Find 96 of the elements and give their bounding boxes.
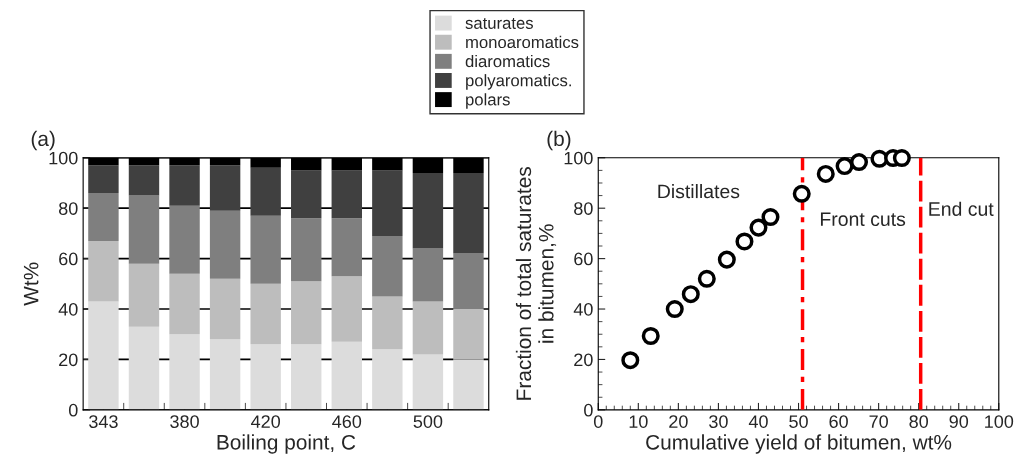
bar — [453, 253, 484, 310]
y-tick-label: 80 — [574, 202, 593, 215]
y-tick-label: 0 — [68, 403, 78, 417]
y-tick-label: 80 — [58, 202, 78, 215]
y-tick-label: 40 — [58, 302, 78, 316]
point — [749, 218, 768, 237]
bar — [209, 278, 241, 340]
point — [665, 300, 684, 319]
bar — [331, 170, 362, 219]
x-tick-label: 500 — [413, 415, 443, 428]
x-tick-label: 10 — [629, 415, 648, 428]
point — [697, 269, 716, 288]
y-tick-label: 60 — [574, 252, 593, 266]
bar — [331, 276, 362, 342]
bar — [169, 205, 200, 274]
x-tick-label: 343 — [89, 415, 118, 428]
point — [849, 153, 869, 172]
bar — [331, 218, 362, 277]
point — [621, 351, 640, 370]
bar — [88, 301, 119, 410]
bar — [88, 193, 119, 241]
legend-label: saturates — [465, 18, 533, 29]
point — [892, 149, 911, 168]
chart-title: (b) — [547, 130, 571, 151]
bar — [453, 309, 484, 360]
bar — [88, 165, 119, 194]
y-tick-label: 60 — [59, 252, 78, 266]
point — [835, 157, 854, 176]
point — [641, 326, 660, 346]
bar — [250, 215, 281, 284]
bar — [209, 165, 241, 211]
y-tick-label: 40 — [573, 302, 593, 316]
y-tick-label: 20 — [59, 353, 78, 367]
bar — [372, 349, 403, 410]
legend-label: polars — [466, 93, 510, 109]
x-tick-label: 380 — [170, 415, 199, 428]
annotation: Front cuts — [820, 212, 906, 227]
bar — [372, 170, 403, 236]
x-axis-title: Cumulative yield of bitumen, wt% — [646, 434, 952, 454]
legend-label: diaromatics — [465, 54, 550, 68]
y-tick-label: 20 — [574, 353, 593, 367]
bar — [209, 339, 241, 410]
x-tick-label: 20 — [669, 415, 688, 428]
annotation: Distillates — [658, 184, 740, 199]
bar — [250, 344, 281, 410]
x-tick-label: 70 — [869, 415, 888, 428]
bar — [169, 273, 200, 335]
bar — [128, 326, 160, 410]
bar — [412, 172, 444, 249]
bar — [291, 170, 322, 219]
x-axis-title: Boiling point, C — [217, 434, 356, 454]
bar — [453, 359, 484, 410]
bar — [291, 218, 322, 282]
point — [717, 250, 736, 269]
bar — [250, 283, 281, 345]
bar — [250, 167, 281, 216]
chart-title: (a) — [31, 130, 55, 151]
point — [681, 285, 700, 304]
bar — [128, 165, 160, 196]
bar — [412, 354, 444, 410]
x-tick-label: 60 — [829, 415, 848, 428]
x-tick-label: 420 — [251, 415, 281, 428]
x-tick-label: 0 — [593, 415, 603, 428]
bar — [331, 341, 362, 410]
x-tick-label: 50 — [789, 415, 808, 428]
bar — [209, 210, 241, 279]
y-axis-title: Fraction of total saturates in bitumen,% — [515, 167, 557, 400]
x-tick-label: 90 — [949, 415, 969, 428]
bar — [412, 301, 444, 355]
bar — [372, 296, 403, 350]
x-tick-label: 30 — [709, 415, 728, 428]
y-axis-title: Wt% — [23, 262, 39, 306]
y-tick-label: 0 — [584, 403, 593, 417]
legend-label: monoaromatics — [466, 35, 579, 49]
bar — [128, 263, 160, 327]
bar — [291, 281, 322, 345]
bar — [372, 235, 403, 297]
point — [792, 184, 811, 203]
y-tick-label: 100 — [564, 151, 593, 165]
annotation: End cut — [929, 201, 994, 216]
y-tick-label: 100 — [49, 151, 78, 165]
x-tick-label: 460 — [332, 415, 362, 428]
bar — [88, 240, 119, 302]
bar — [453, 172, 484, 254]
x-tick-label: 40 — [748, 415, 768, 428]
point — [816, 164, 835, 183]
bar — [412, 248, 444, 302]
bar — [169, 334, 200, 410]
legend-label: polyaromatics. — [466, 74, 571, 90]
point — [735, 232, 754, 251]
bar — [291, 344, 322, 410]
bar — [128, 195, 160, 264]
point — [761, 208, 780, 227]
x-tick-label: 100 — [985, 415, 1014, 428]
x-tick-label: 80 — [909, 415, 929, 428]
bar — [169, 165, 200, 206]
